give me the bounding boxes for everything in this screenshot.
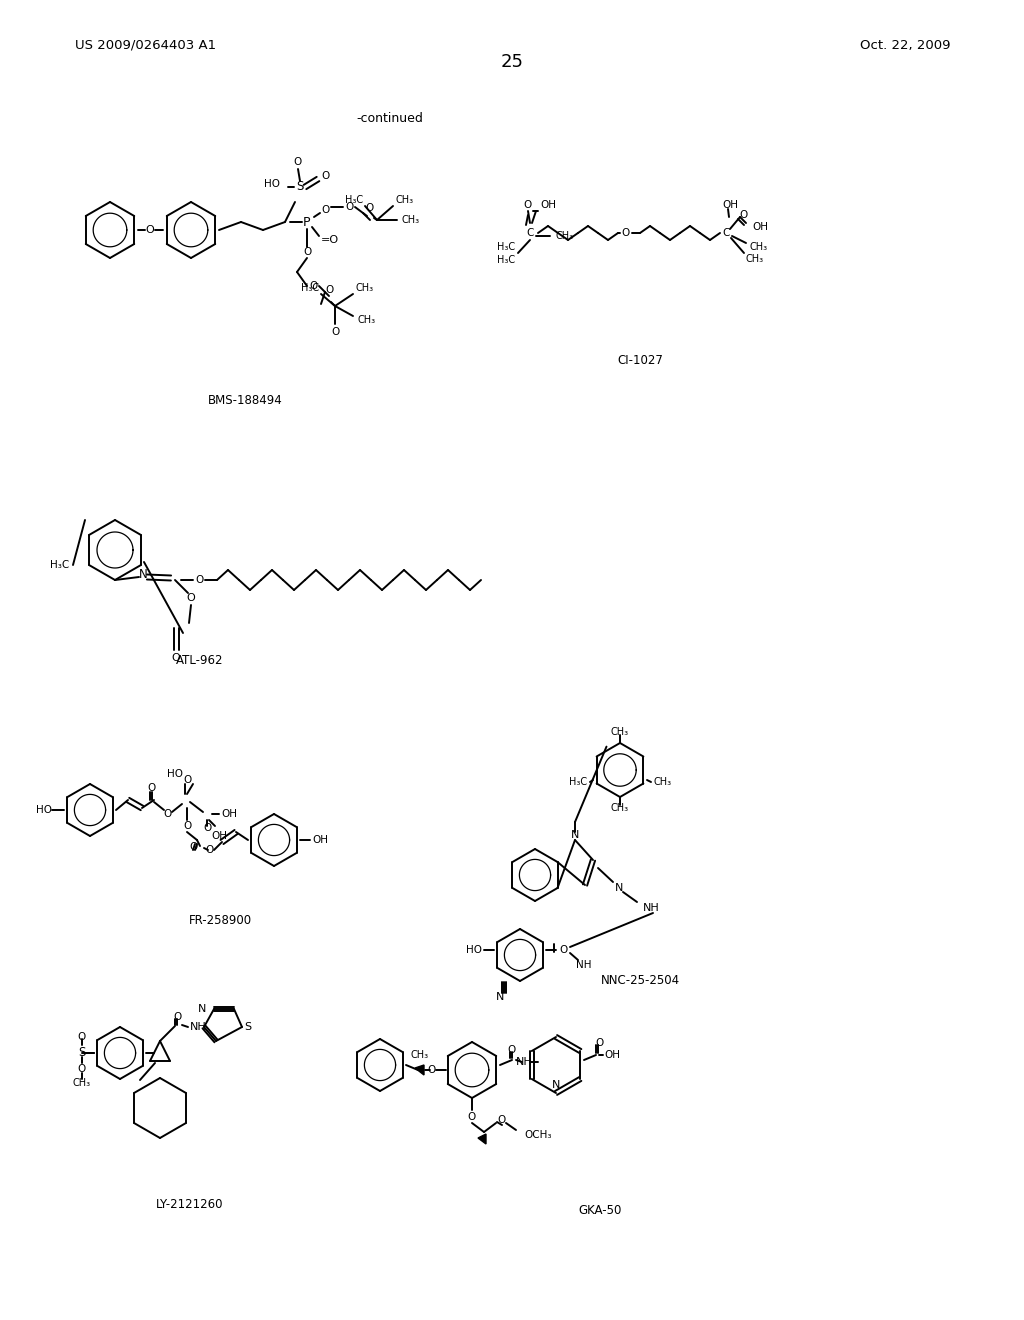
Text: OH: OH	[604, 1049, 620, 1060]
Text: HO: HO	[466, 945, 482, 954]
Text: OH: OH	[211, 832, 227, 841]
Text: O: O	[325, 285, 333, 294]
Text: O: O	[560, 945, 568, 954]
Text: =O: =O	[321, 235, 339, 246]
Text: O: O	[183, 821, 191, 832]
Text: BMS-188494: BMS-188494	[208, 393, 283, 407]
Text: O: O	[188, 842, 198, 851]
Text: O: O	[303, 247, 311, 257]
Text: CH₃: CH₃	[611, 803, 629, 813]
Text: O: O	[146, 783, 155, 793]
Text: OCH₃: OCH₃	[524, 1130, 552, 1140]
Text: OH: OH	[752, 222, 768, 232]
Text: O: O	[195, 576, 203, 585]
Text: 25: 25	[501, 53, 523, 71]
Text: LY-2121260: LY-2121260	[157, 1199, 224, 1212]
Text: CH₃: CH₃	[555, 231, 573, 242]
Text: O: O	[184, 775, 193, 785]
Text: O: O	[365, 203, 373, 213]
Text: O: O	[331, 327, 339, 337]
Text: O: O	[293, 157, 301, 168]
Text: CH₃: CH₃	[653, 777, 671, 787]
Text: FR-258900: FR-258900	[188, 913, 252, 927]
Text: OH: OH	[722, 201, 738, 210]
Text: O: O	[468, 1111, 476, 1122]
Text: O: O	[595, 1038, 603, 1048]
Text: O: O	[186, 593, 196, 603]
Text: HO: HO	[36, 805, 52, 814]
Text: O: O	[206, 845, 214, 855]
Text: H₃C: H₃C	[345, 195, 362, 205]
Text: ATL-962: ATL-962	[176, 653, 224, 667]
Text: O: O	[345, 202, 353, 213]
Text: C: C	[722, 228, 730, 238]
Polygon shape	[478, 1134, 486, 1144]
Text: OH: OH	[540, 201, 556, 210]
Text: NH: NH	[643, 903, 659, 913]
Text: O: O	[309, 281, 317, 290]
Text: O: O	[164, 809, 172, 818]
Text: O: O	[498, 1115, 506, 1125]
Text: H₃C: H₃C	[50, 560, 69, 570]
Polygon shape	[415, 1065, 424, 1074]
Text: N: N	[496, 993, 504, 1002]
Text: CH₃: CH₃	[395, 195, 413, 205]
Text: O: O	[622, 228, 630, 238]
Text: CH₃: CH₃	[750, 242, 768, 252]
Text: O: O	[508, 1045, 516, 1055]
Text: N: N	[198, 1005, 206, 1014]
Text: CH₃: CH₃	[355, 282, 373, 293]
Text: NH: NH	[575, 960, 592, 970]
Text: O: O	[523, 201, 531, 210]
Text: US 2009/0264403 A1: US 2009/0264403 A1	[75, 38, 216, 51]
Text: OH: OH	[221, 809, 237, 818]
Text: NNC-25-2504: NNC-25-2504	[600, 974, 680, 986]
Text: H₃C: H₃C	[301, 282, 319, 293]
Text: NH: NH	[516, 1057, 532, 1067]
Text: O: O	[78, 1032, 86, 1041]
Text: CH₃: CH₃	[411, 1049, 429, 1060]
Text: HO: HO	[264, 180, 280, 189]
Text: CH₃: CH₃	[357, 315, 375, 325]
Text: O: O	[78, 1064, 86, 1074]
Text: CH₃: CH₃	[611, 727, 629, 737]
Text: O: O	[321, 172, 329, 181]
Text: CH₃: CH₃	[401, 215, 419, 224]
Text: S: S	[78, 1047, 86, 1060]
Text: C: C	[526, 228, 534, 238]
Text: O: O	[321, 205, 329, 215]
Text: OH: OH	[312, 836, 328, 845]
Text: N: N	[552, 1080, 560, 1090]
Text: O: O	[145, 224, 155, 235]
Text: O: O	[428, 1065, 436, 1074]
Text: O: O	[740, 210, 749, 220]
Text: CH₃: CH₃	[73, 1078, 91, 1088]
Text: S: S	[296, 181, 304, 194]
Text: CI-1027: CI-1027	[617, 354, 663, 367]
Text: O: O	[203, 822, 211, 833]
Text: N: N	[614, 883, 624, 894]
Text: S: S	[245, 1022, 252, 1032]
Text: NH: NH	[190, 1022, 207, 1032]
Text: HO: HO	[167, 770, 183, 779]
Text: -continued: -continued	[356, 111, 424, 124]
Text: N: N	[138, 569, 147, 582]
Text: N: N	[570, 830, 580, 840]
Text: CH₃: CH₃	[746, 253, 764, 264]
Text: O: O	[174, 1012, 182, 1022]
Text: H₃C: H₃C	[569, 777, 587, 787]
Text: H₃C: H₃C	[497, 255, 515, 265]
Text: H₃C: H₃C	[497, 242, 515, 252]
Text: Oct. 22, 2009: Oct. 22, 2009	[859, 38, 950, 51]
Text: O: O	[172, 653, 180, 663]
Text: GKA-50: GKA-50	[579, 1204, 622, 1217]
Text: P: P	[303, 215, 310, 228]
